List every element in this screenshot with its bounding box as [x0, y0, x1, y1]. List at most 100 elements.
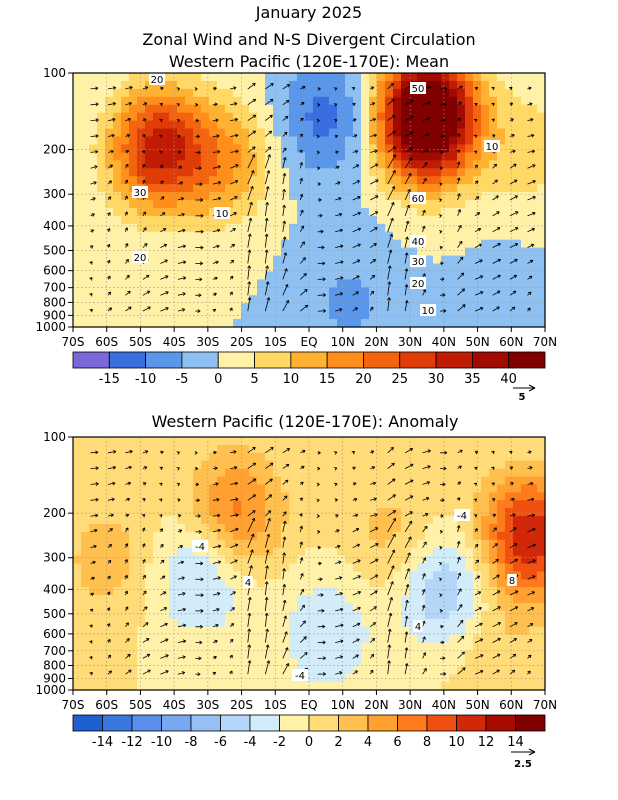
circulation-vector-head: [106, 591, 111, 595]
circulation-vector-head: [247, 265, 252, 269]
circulation-vector-head: [387, 265, 392, 269]
field-cell: [273, 484, 282, 493]
circulation-vector-head: [196, 134, 200, 139]
circulation-vector-head: [408, 157, 413, 161]
x-tick-label: 50S: [129, 335, 152, 349]
field-cell: [441, 618, 450, 628]
field-cell: [257, 618, 266, 628]
field-cell: [137, 500, 146, 509]
field-cell: [537, 650, 546, 659]
y-tick-label: 200: [43, 142, 66, 156]
field-cell: [433, 152, 442, 161]
field-cell: [465, 176, 474, 185]
circulation-vector-head: [110, 149, 114, 154]
field-cell: [257, 444, 266, 454]
circulation-vector-head: [322, 293, 326, 297]
field-cell: [377, 610, 386, 620]
field-cell: [169, 271, 178, 280]
field-cell: [129, 579, 138, 588]
field-cell: [129, 279, 138, 288]
field-cell: [193, 618, 202, 628]
field-cell: [377, 682, 386, 691]
circulation-vector-head: [387, 297, 391, 301]
field-cell: [265, 587, 274, 596]
field-cell: [497, 666, 506, 675]
field-cell: [361, 168, 370, 177]
field-cell: [457, 626, 466, 636]
field-cell: [201, 595, 210, 604]
field-cell: [193, 595, 202, 604]
circulation-vector: [247, 265, 250, 280]
field-cell: [529, 152, 538, 161]
field-cell: [353, 460, 362, 470]
field-cell: [513, 96, 522, 106]
field-cell: [473, 658, 482, 667]
field-cell: [201, 144, 210, 153]
field-cell: [249, 279, 258, 288]
field-cell: [513, 539, 522, 549]
field-cell: [385, 96, 394, 106]
field-cell: [281, 287, 290, 296]
field-cell: [217, 603, 226, 612]
field-cell: [241, 476, 250, 486]
field-cell: [481, 207, 490, 217]
field-cell: [305, 184, 314, 193]
field-cell: [89, 303, 98, 312]
field-cell: [497, 192, 506, 201]
field-cell: [105, 437, 114, 446]
circulation-vector-head: [107, 275, 111, 280]
field-cell: [217, 468, 226, 478]
circulation-vector-head: [112, 450, 117, 454]
field-cell: [201, 152, 210, 161]
field-cell: [161, 88, 170, 98]
circulation-vector: [474, 259, 483, 264]
field-cell: [345, 452, 354, 462]
circulation-vector-head: [160, 450, 164, 455]
field-cell: [129, 658, 138, 667]
field-cell: [209, 444, 218, 454]
field-cell: [337, 207, 346, 217]
circulation-vector-head: [480, 306, 484, 311]
field-cell: [321, 120, 330, 130]
field-cell: [433, 555, 442, 565]
field-cell: [105, 571, 114, 580]
circulation-vector-head: [158, 134, 163, 139]
field-cell: [177, 571, 186, 580]
field-cell: [441, 610, 450, 620]
field-cell: [473, 531, 482, 541]
field-cell: [113, 136, 122, 146]
field-cell: [113, 88, 122, 98]
field-cell: [185, 303, 194, 312]
field-cell: [201, 184, 210, 193]
circulation-vector-head: [234, 543, 239, 548]
field-cell: [177, 650, 186, 659]
field-cell: [273, 500, 282, 509]
field-cell: [345, 184, 354, 193]
field-cell: [145, 555, 154, 565]
field-cell: [329, 80, 338, 90]
field-cell: [441, 255, 450, 265]
field-cell: [529, 484, 538, 493]
field-cell: [465, 531, 474, 541]
field-cell: [97, 287, 106, 296]
circulation-vector-head: [422, 289, 427, 293]
circulation-vector-head: [181, 671, 186, 675]
field-cell: [425, 96, 434, 106]
contour-label: 20: [412, 279, 425, 290]
field-cell: [137, 626, 146, 636]
circulation-vector: [247, 154, 255, 169]
field-cell: [249, 88, 258, 98]
field-cell: [409, 666, 418, 675]
field-cell: [537, 80, 546, 90]
circulation-vector-head: [89, 277, 93, 281]
field-cell: [513, 88, 522, 98]
field-cell: [489, 476, 498, 486]
field-cell: [489, 452, 498, 462]
field-cell: [513, 634, 522, 644]
field-cell: [377, 263, 386, 273]
field-cell: [481, 452, 490, 462]
field-cell: [129, 531, 138, 541]
field-cell: [529, 563, 538, 573]
field-cell: [417, 508, 426, 517]
field-cell: [281, 500, 290, 509]
